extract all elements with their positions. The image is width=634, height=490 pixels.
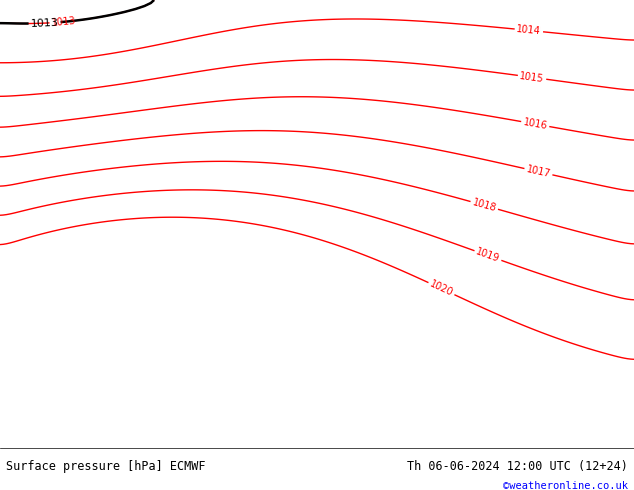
- Text: 1018: 1018: [471, 197, 498, 214]
- Text: 1020: 1020: [428, 279, 455, 298]
- Text: 1019: 1019: [475, 247, 501, 265]
- Text: Surface pressure [hPa] ECMWF: Surface pressure [hPa] ECMWF: [6, 461, 206, 473]
- Text: 1013: 1013: [30, 18, 59, 29]
- Text: ©weatheronline.co.uk: ©weatheronline.co.uk: [503, 481, 628, 490]
- Text: 1016: 1016: [522, 117, 548, 131]
- Text: Th 06-06-2024 12:00 UTC (12+24): Th 06-06-2024 12:00 UTC (12+24): [407, 461, 628, 473]
- Text: 1014: 1014: [516, 24, 541, 37]
- Text: 1017: 1017: [526, 164, 552, 179]
- Text: 1015: 1015: [519, 71, 545, 84]
- Text: 1013: 1013: [51, 16, 76, 28]
